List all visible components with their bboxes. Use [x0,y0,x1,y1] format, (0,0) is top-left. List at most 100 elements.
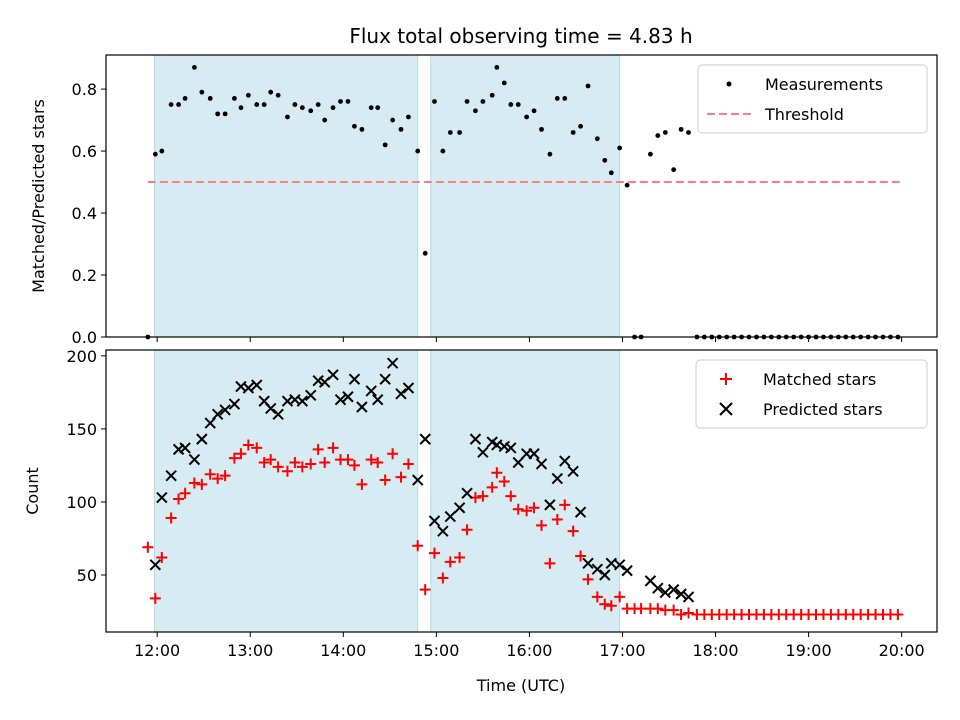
matched-stars-point [212,473,224,485]
predicted-stars-point [395,388,407,400]
bottom-y-ticks: 50 100 150 200 [66,347,106,585]
matched-stars-point [289,457,301,469]
matched-stars-point [272,461,284,473]
matched-stars-point [582,573,594,585]
predicted-stars-point [469,433,482,445]
matched-stars-point [444,556,456,568]
predicted-stars-point [365,385,377,397]
predicted-stars-point [179,442,191,454]
measurements-point [182,95,188,101]
predicted-stars-point [242,382,255,394]
predicted-stars-point [356,401,368,413]
bottom-shaded-intervals [153,349,621,633]
predicted-stars-point [444,510,457,523]
top-axes-frame [105,54,938,338]
predicted-stars-point [219,404,231,416]
bottom-y-tick-label: 150 [66,420,97,439]
measurements-point [480,99,486,104]
legend-label-measurements: Measurements [765,75,883,94]
matched-stars-point [428,547,440,559]
measurements-point [299,105,305,111]
measurements-point [359,126,365,132]
x-tick-label: 13:00 [227,641,273,660]
measurements-point [602,157,608,163]
top-legend: Measurements Threshold [697,64,928,134]
measurements-point [432,99,437,104]
measurements-point [159,148,165,154]
measurements-point [594,136,600,142]
measurements-point [338,99,343,104]
predicted-stars-point [582,557,594,570]
measurements-point [382,142,388,148]
measurements-point [199,89,205,95]
matched-stars-point [614,591,626,603]
matched-stars-point [196,478,208,490]
predicted-stars-point [402,382,415,394]
predicted-stars-point [574,506,587,518]
top-shaded-interval [430,54,621,338]
predicted-stars-point [461,487,473,499]
measurements-point [539,126,544,132]
top-shaded-interval [153,54,419,338]
matched-stars-point [348,459,360,471]
matched-stars-point [402,458,414,470]
top-y-ticks: 0.0 0.2 0.4 0.6 0.8 [72,80,106,347]
predicted-stars-point [251,379,263,391]
matched-stars-point [142,541,154,553]
measurements-point [494,64,500,70]
measurements-point [515,102,521,107]
bottom-y-axis-label: Count [23,467,42,515]
predicted-stars-point [453,502,466,514]
matched-stars-point [591,591,603,603]
top-x-ticks [156,337,903,342]
bottom-legend-box [695,359,928,429]
legend-label-threshold: Threshold [764,105,844,124]
measurements-point [671,167,677,173]
matched-stars-point [149,592,161,604]
measurements-point [245,92,251,98]
measurements-point [547,151,553,157]
measurements-point [168,102,174,107]
predicted-stars-point [544,499,556,511]
predicted-stars-point [419,433,431,445]
matched-stars-point [892,608,904,620]
matched-stars-point [156,551,168,563]
legend-marker-matched [720,373,732,385]
measurements-point [398,126,404,132]
top-y-tick-label: 0.0 [72,328,97,347]
measurements-point [285,114,290,120]
top-legend-box [697,64,928,134]
matched-stars-point [536,519,548,531]
predicted-stars-point [165,469,177,482]
top-shaded-intervals [153,54,621,338]
matched-stars-point [605,600,617,612]
measurements-point [624,182,630,188]
x-tick-label: 12:00 [134,641,180,660]
predicted-stars-point [348,373,361,385]
matched-stars-point [379,474,391,486]
legend-label-matched: Matched stars [763,370,876,389]
predicted-stars-point [505,442,517,454]
measurements-point [617,145,623,151]
predicted-stars-point [265,402,277,415]
measurements-point [261,102,267,107]
matched-stars-point [395,471,407,483]
measurements-point [655,133,661,138]
matched-stars-point [228,452,240,464]
predicted-stars-point [528,448,540,460]
predicted-stars-point [613,559,626,571]
bottom-plot-marks [142,357,904,620]
matched-stars-point [365,454,377,466]
matched-stars-point [491,467,503,479]
predicted-stars-point [535,458,548,470]
predicted-stars-point [591,563,604,575]
matched-stars-point [454,551,466,563]
measurements-point [422,250,428,256]
measurements-point [390,117,396,123]
predicted-stars-point [296,395,309,407]
measurements-point [570,130,576,135]
chart-title: Flux total observing time = 4.83 h [349,24,692,48]
predicted-stars-point [272,408,284,420]
matched-stars-point [559,499,571,511]
measurements-point [352,123,357,129]
